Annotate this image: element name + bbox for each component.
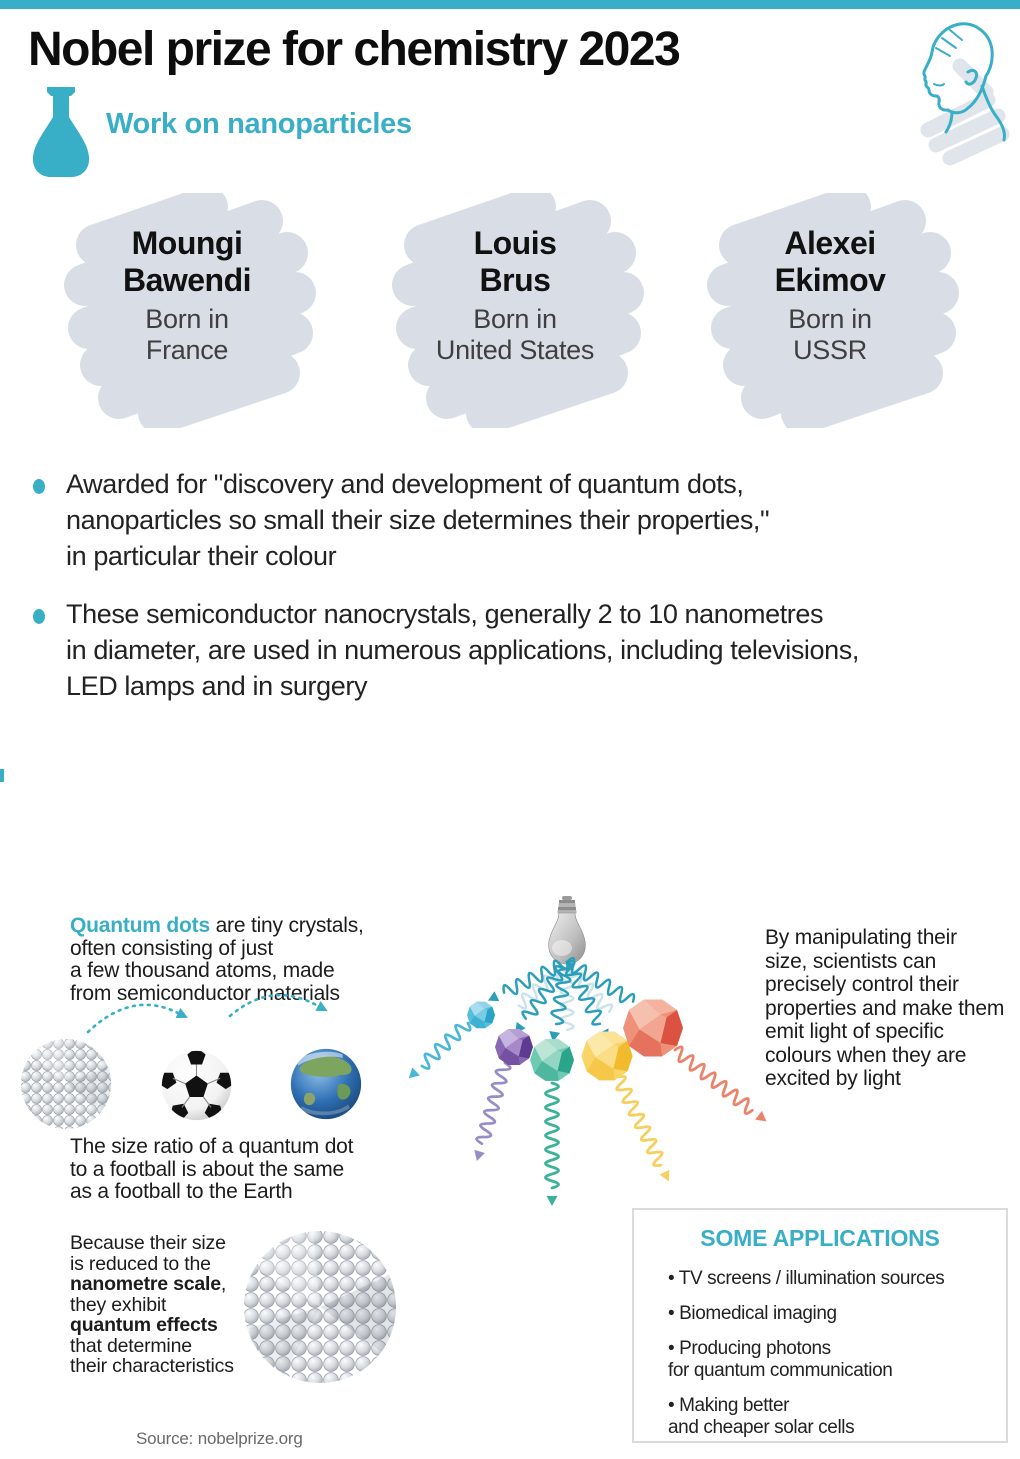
scribble-blob <box>707 193 959 428</box>
page-subtitle: Work on nanoparticles <box>106 108 412 140</box>
laureate-born: Born in France <box>145 304 229 365</box>
quantum-dot-green <box>530 1039 574 1081</box>
applications-title: SOME APPLICATIONS <box>700 1225 940 1251</box>
application-item: • Biomedical imaging <box>668 1303 837 1324</box>
because-line: Because their size <box>70 1232 226 1254</box>
quantum-dot-yellow <box>581 1031 633 1081</box>
quantum-dots-caption: Quantum dots are tiny crystals, often co… <box>70 914 364 1005</box>
nobel-portrait-icon <box>920 22 1010 166</box>
scribble-blob <box>392 193 644 428</box>
application-item: • Making better and cheaper solar cells <box>668 1395 855 1438</box>
bullet-dot <box>33 479 45 494</box>
comparison-arrows <box>86 993 328 1034</box>
football-illustration <box>161 1050 232 1121</box>
because-line: is reduced to the <box>70 1252 211 1275</box>
application-item: • TV screens / illumination sources <box>668 1268 945 1289</box>
manipulate-caption: By manipulating their size, scientists c… <box>765 926 1005 1090</box>
laureate-card: Alexei Ekimov Born in USSR <box>700 193 960 428</box>
laureate-card: Louis Brus Born in United States <box>385 193 645 428</box>
quantum-dots-rest: are tiny crystals, often consisting of j… <box>70 914 364 1005</box>
because-line: their characteristics <box>70 1355 234 1377</box>
light-bulb-illustration <box>548 896 586 965</box>
because-bold: quantum effects <box>70 1314 218 1336</box>
award-bullet: Awarded for "discovery and development o… <box>66 469 770 571</box>
because-caption: Because their size is reduced to the nan… <box>70 1233 234 1377</box>
quantum-dot-purple <box>495 1028 533 1066</box>
bullet-dot <box>33 609 45 624</box>
quantum-dots-highlight: Quantum dots <box>70 914 210 937</box>
flask-icon <box>32 87 90 177</box>
because-bold: nanometre scale <box>70 1273 221 1295</box>
laureate-name: Louis Brus <box>473 225 557 298</box>
top-accent-bar <box>0 0 1020 9</box>
emitted-light-waves <box>408 1016 767 1206</box>
laureate-born: Born in USSR <box>788 304 872 365</box>
left-edge-mark <box>0 769 4 782</box>
laureate-card: Moungi Bawendi Born in France <box>57 193 317 428</box>
because-line: they exhibit <box>70 1293 167 1316</box>
size-ratio-caption: The size ratio of a quantum dot to a foo… <box>70 1135 354 1203</box>
earth-illustration <box>290 1048 362 1120</box>
nanoparticle-illustration <box>244 1231 396 1383</box>
laureate-born: Born in United States <box>435 304 595 365</box>
laureate-name: Moungi Bawendi <box>122 225 252 298</box>
laureate-name: Alexei Ekimov <box>774 225 886 298</box>
applications-box: SOME APPLICATIONS • TV screens / illumin… <box>632 1208 1008 1443</box>
quantum-dot-cluster-illustration <box>21 1038 112 1129</box>
quantum-dot-red <box>623 999 683 1057</box>
source-credit: Source: nobelprize.org <box>136 1429 303 1448</box>
quantum-dot-cyan <box>467 1001 495 1029</box>
application-item: • Producing photons for quantum communic… <box>668 1338 893 1381</box>
usage-bullet: These semiconductor nanocrystals, genera… <box>66 599 859 701</box>
because-line: , <box>220 1273 227 1295</box>
scribble-blob <box>64 193 316 428</box>
page-title: Nobel prize for chemistry 2023 <box>28 23 681 76</box>
applications-list: • TV screens / illumination sources • Bi… <box>668 1268 996 1439</box>
because-line: that determine <box>70 1334 192 1357</box>
emission-diagram <box>408 955 767 1206</box>
